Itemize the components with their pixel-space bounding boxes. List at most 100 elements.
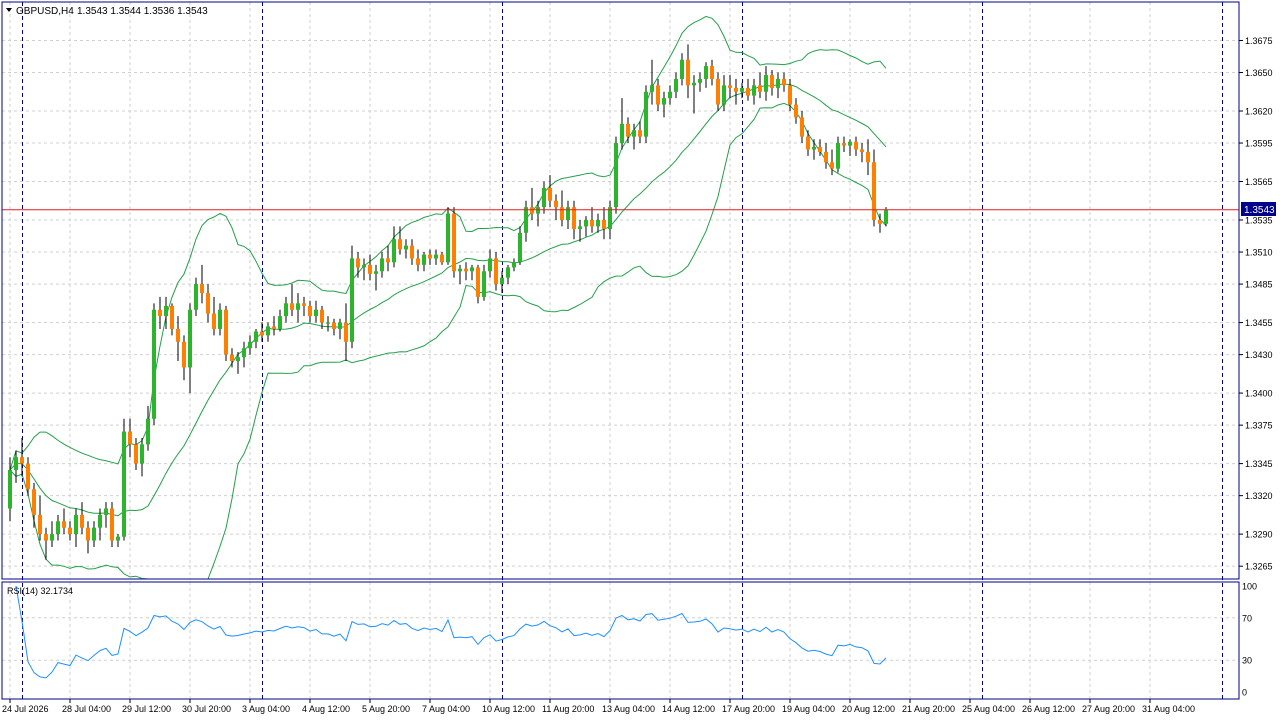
candles[interactable] [8,44,888,560]
candle[interactable] [620,98,624,150]
candle[interactable] [194,277,198,317]
candle[interactable] [668,85,672,105]
candle[interactable] [608,200,612,240]
candle[interactable] [86,521,90,554]
candle[interactable] [92,521,96,547]
candle[interactable] [674,72,678,99]
price-axis[interactable]: 1.36751.36501.36201.35951.35651.35351.35… [1239,36,1273,572]
candle[interactable] [296,293,300,323]
candle[interactable] [446,207,450,265]
candle[interactable] [338,318,342,340]
candle[interactable] [32,482,36,528]
candle[interactable] [14,450,18,483]
candle[interactable] [602,207,606,240]
candle[interactable] [848,139,852,156]
candle[interactable] [512,258,516,272]
candle[interactable] [326,316,330,332]
candle[interactable] [572,200,576,240]
candle[interactable] [638,121,642,144]
candle[interactable] [236,352,240,374]
candle[interactable] [416,249,420,272]
candle[interactable] [248,335,252,355]
candle[interactable] [470,264,474,281]
candle[interactable] [320,305,324,329]
candle[interactable] [584,216,588,237]
candle[interactable] [386,245,390,272]
candle[interactable] [782,72,786,92]
candle[interactable] [218,303,222,336]
candle[interactable] [50,521,54,547]
candle[interactable] [734,78,738,105]
candle[interactable] [140,437,144,477]
candle[interactable] [590,207,594,233]
candle[interactable] [578,219,582,242]
candle[interactable] [476,264,480,304]
candle[interactable] [872,149,876,227]
candle[interactable] [20,437,24,477]
candle[interactable] [704,62,708,88]
candle[interactable] [128,418,132,458]
candle[interactable] [266,322,270,342]
candle[interactable] [788,78,792,111]
candle[interactable] [200,264,204,304]
candle[interactable] [404,239,408,259]
candle[interactable] [758,72,762,99]
candle[interactable] [626,117,630,144]
candle[interactable] [542,181,546,214]
candle[interactable] [278,309,282,332]
candle[interactable] [878,213,882,233]
candle[interactable] [206,284,210,323]
candle[interactable] [566,200,570,229]
candle[interactable] [464,262,468,281]
candle[interactable] [686,44,690,99]
candle[interactable] [314,300,318,323]
candle[interactable] [164,296,168,329]
candle[interactable] [158,296,162,329]
candle[interactable] [452,207,456,278]
candle[interactable] [854,136,858,156]
candle[interactable] [428,249,432,265]
candle[interactable] [134,437,138,471]
candle[interactable] [104,502,108,528]
candle[interactable] [242,341,246,368]
candle[interactable] [680,53,684,86]
candle[interactable] [110,502,114,547]
candle[interactable] [8,457,12,522]
candle[interactable] [746,78,750,101]
candle[interactable] [356,252,360,278]
candle[interactable] [146,405,150,451]
candle[interactable] [824,143,828,169]
candle[interactable] [410,239,414,265]
candle[interactable] [116,534,120,547]
candle[interactable] [422,252,426,272]
candle[interactable] [176,316,180,362]
candle[interactable] [344,303,348,362]
candle[interactable] [440,252,444,265]
candle[interactable] [374,264,378,291]
candle[interactable] [230,348,234,368]
candle[interactable] [530,187,534,220]
candle[interactable] [170,303,174,336]
candle[interactable] [560,190,564,227]
candle[interactable] [698,72,702,92]
candle[interactable] [458,264,462,285]
candle[interactable] [380,252,384,278]
candle[interactable] [62,508,66,535]
candle[interactable] [800,110,804,144]
candle[interactable] [56,514,60,541]
candle[interactable] [302,296,306,317]
candle[interactable] [722,75,726,111]
candle[interactable] [122,418,126,541]
candle[interactable] [650,59,654,105]
candle[interactable] [188,303,192,394]
candle[interactable] [254,328,258,349]
candle[interactable] [284,296,288,323]
candle[interactable] [98,508,102,541]
candle[interactable] [842,136,846,153]
candle[interactable] [224,305,228,362]
candle[interactable] [614,136,618,214]
candle[interactable] [716,72,720,111]
candle[interactable] [44,527,48,560]
candle[interactable] [596,213,600,233]
